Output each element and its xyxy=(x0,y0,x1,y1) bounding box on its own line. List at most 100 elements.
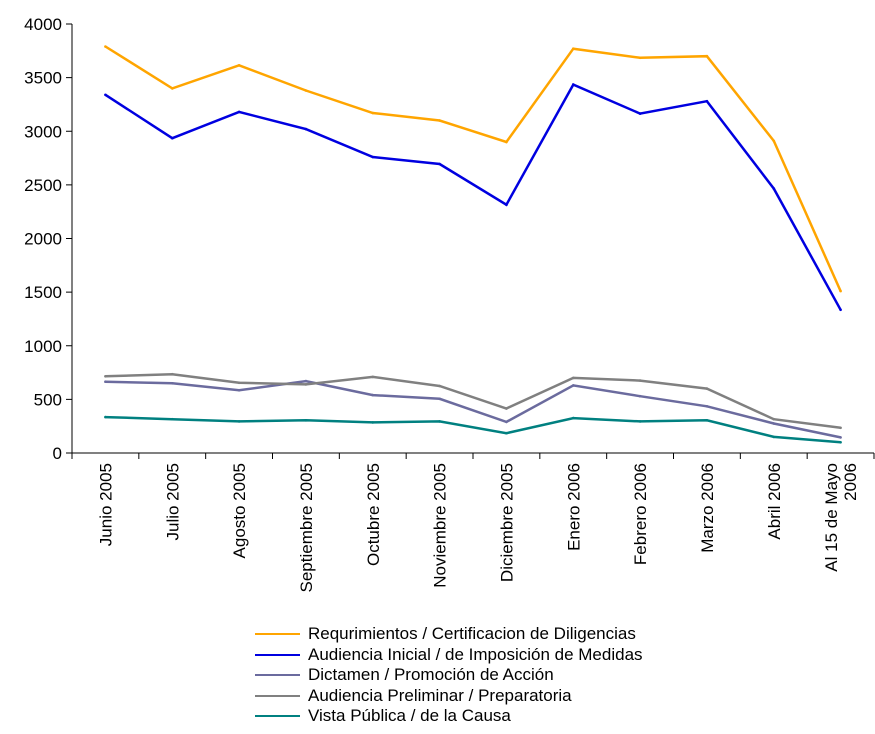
series-line-1 xyxy=(104,83,842,311)
data-point xyxy=(237,389,241,392)
data-point xyxy=(371,393,375,397)
data-point xyxy=(104,380,107,384)
data-point xyxy=(171,136,174,140)
data-point xyxy=(772,139,776,143)
series-lines xyxy=(104,45,842,444)
legend-item: Requrimientos / Certificacion de Diligen… xyxy=(255,624,643,645)
data-point xyxy=(705,419,709,422)
data-point xyxy=(237,420,241,423)
data-point xyxy=(304,419,308,422)
data-point xyxy=(638,379,642,382)
data-point xyxy=(772,417,776,421)
legend-swatch xyxy=(255,694,300,697)
data-point xyxy=(839,436,842,439)
data-point xyxy=(505,420,508,424)
legend-label: Vista Pública / de la Causa xyxy=(308,706,511,725)
legend-swatch xyxy=(255,715,300,718)
data-point xyxy=(237,110,241,114)
data-point xyxy=(705,54,709,58)
data-point xyxy=(171,382,174,385)
legend-item: Audiencia Preliminar / Preparatoria xyxy=(255,686,643,707)
legend-swatch xyxy=(255,674,300,677)
legend-item: Dictamen / Promoción de Acción xyxy=(255,665,643,686)
legend-item: Vista Pública / de la Causa xyxy=(255,706,643,727)
x-tick-label-line: Abril 2006 xyxy=(765,463,784,540)
x-tick-label-line: Noviembre 2005 xyxy=(431,463,450,588)
x-tick-label: Diciembre 2005 xyxy=(497,463,516,582)
series-line-2 xyxy=(105,379,841,439)
data-point xyxy=(572,376,575,380)
data-point xyxy=(237,64,241,67)
y-axis: 0 500 1000 1500 2000 2500 3000 3500 4000 xyxy=(24,15,73,463)
data-point xyxy=(638,56,642,60)
x-tick-label-line: Al 15 de Mayo xyxy=(822,463,841,572)
data-point xyxy=(572,47,575,50)
data-point xyxy=(237,381,241,385)
x-tick-label: Noviembre 2005 xyxy=(431,463,450,588)
x-tick-label-line: Octubre 2005 xyxy=(364,463,383,566)
data-point xyxy=(171,87,174,90)
data-point xyxy=(638,420,642,423)
y-tick-label: 1500 xyxy=(24,283,62,302)
x-tick-label-line: Febrero 2006 xyxy=(631,463,650,565)
data-point xyxy=(104,375,107,378)
series-line-4 xyxy=(105,415,841,444)
data-point xyxy=(638,394,642,398)
x-tick-label: Febrero 2006 xyxy=(631,463,650,565)
data-point xyxy=(371,155,375,159)
data-point xyxy=(772,187,776,190)
data-point xyxy=(572,416,575,420)
data-point xyxy=(171,417,174,421)
x-tick-label-line: Agosto 2005 xyxy=(230,463,249,558)
y-tick-label: 4000 xyxy=(24,15,62,34)
data-point xyxy=(304,127,308,131)
x-tick-label: Septiembre 2005 xyxy=(297,463,316,592)
data-point xyxy=(839,308,842,312)
data-point xyxy=(705,99,709,103)
legend-item: Audiencia Inicial / de Imposición de Med… xyxy=(255,645,643,666)
x-tick-label-line: Julio 2005 xyxy=(163,463,182,541)
x-tick-label: Enero 2006 xyxy=(564,463,583,551)
x-tick-label-line: 2006 xyxy=(841,463,860,501)
data-point xyxy=(638,112,642,115)
y-tick-label: 2500 xyxy=(24,176,62,195)
y-tick-label: 1000 xyxy=(24,337,62,356)
data-point xyxy=(438,162,441,166)
data-point xyxy=(839,289,842,293)
legend-label: Requrimientos / Certificacion de Diligen… xyxy=(308,624,636,643)
x-axis: Junio 2005 Julio 2005 Agosto 2005 Septiembr… xyxy=(71,452,875,592)
x-tick-label-line: Enero 2006 xyxy=(564,463,583,551)
x-tick-label-line: Marzo 2006 xyxy=(698,463,717,553)
x-tick-label-line: Junio 2005 xyxy=(96,463,115,546)
data-point xyxy=(438,119,441,122)
x-tick-label: Marzo 2006 xyxy=(698,463,717,553)
data-point xyxy=(505,203,508,206)
legend-label: Dictamen / Promoción de Acción xyxy=(308,665,554,684)
data-point xyxy=(572,83,575,86)
data-point xyxy=(171,372,174,376)
y-tick-label: 3500 xyxy=(24,69,62,88)
data-point xyxy=(772,422,776,425)
x-tick-label: Abril 2006 xyxy=(765,463,784,540)
data-point xyxy=(438,420,441,423)
y-tick-label: 2000 xyxy=(24,230,62,249)
data-point xyxy=(438,384,441,388)
data-point xyxy=(839,441,842,444)
legend-label: Audiencia Inicial / de Imposición de Med… xyxy=(308,644,643,664)
x-tick-label: Julio 2005 xyxy=(163,463,182,541)
series-line-3 xyxy=(105,372,841,430)
legend-swatch xyxy=(255,653,300,656)
data-point xyxy=(705,387,709,390)
y-tick-label: 500 xyxy=(34,390,62,409)
data-point xyxy=(371,421,375,424)
data-point xyxy=(705,405,709,408)
y-tick-label: 0 xyxy=(53,444,62,463)
data-point xyxy=(839,426,842,430)
data-point xyxy=(371,111,375,115)
x-tick-label: Octubre 2005 xyxy=(364,463,383,566)
data-point xyxy=(438,397,441,401)
x-tick-label: Al 15 de Mayo 2006 xyxy=(822,463,860,572)
data-point xyxy=(772,435,776,439)
y-tick-label: 3000 xyxy=(24,122,62,141)
legend: Requrimientos / Certificacion de Diligen… xyxy=(255,624,643,727)
